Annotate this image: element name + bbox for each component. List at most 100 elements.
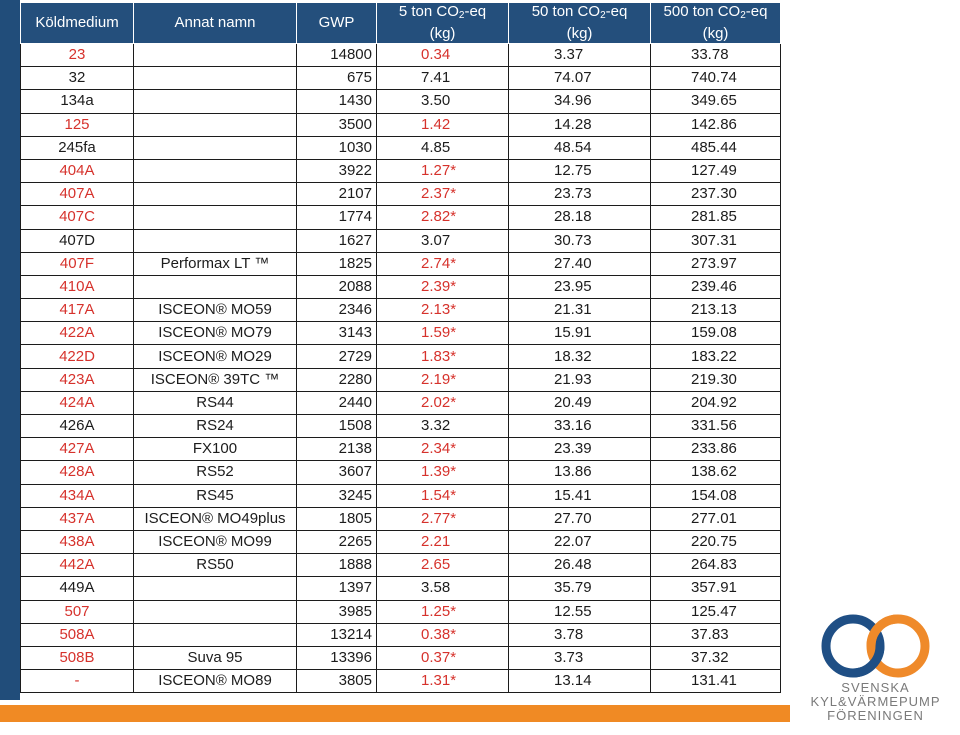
left-accent-bar (0, 0, 20, 700)
table-header: Köldmedium Annat namn GWP 5 ton CO2-eq (… (20, 2, 781, 44)
header-5-ton-pre: 5 ton CO (398, 3, 459, 20)
cell-500-ton: 138.62 (650, 460, 781, 485)
cell-annat-namn: ISCEON® MO49plus (133, 506, 297, 531)
cell-koldmedium: 434A (20, 483, 134, 508)
cell-50-ton: 74.07 (508, 66, 651, 91)
cell-koldmedium: 134a (20, 89, 134, 114)
cell-koldmedium: 23 (20, 42, 134, 68)
table-row: 424A RS44 2440 2.02* 20.49 204.92 (20, 390, 781, 416)
table-row: 404A 3922 1.27* 12.75 127.49 (20, 158, 781, 184)
cell-5-ton: 3.32 (376, 413, 509, 439)
logo-rings-icon (821, 614, 930, 678)
cell-gwp: 3922 (296, 158, 377, 184)
cell-koldmedium: 427A (20, 437, 134, 462)
cell-5-ton: 1.39* (376, 460, 509, 485)
table-row: 437A ISCEON® MO49plus 1805 2.77* 27.70 277.01 (20, 506, 781, 531)
table-row: 428A RS52 3607 1.39* 13.86 138.62 (20, 460, 781, 485)
cell-gwp: 1430 (296, 89, 377, 114)
cell-5-ton: 1.25* (376, 599, 509, 624)
cell-annat-namn: RS45 (133, 483, 297, 508)
cell-gwp: 1774 (296, 205, 377, 230)
table-row: 422A ISCEON® MO79 3143 1.59* 15.91 159.08 (20, 321, 781, 346)
logo-line-1: SVENSKA (841, 680, 910, 695)
header-50-ton-pre: 50 ton CO (531, 3, 601, 20)
cell-koldmedium: 32 (20, 66, 134, 91)
cell-annat-namn (133, 112, 297, 137)
table-row: 23 14800 0.34 3.37 33.78 (20, 42, 781, 68)
cell-500-ton: 204.92 (650, 390, 781, 416)
cell-annat-namn (133, 599, 297, 624)
table-row: 407F Performax LT ™ 1825 2.74* 27.40 273.97 (20, 251, 781, 276)
header-500-ton-unit: (kg) (702, 25, 729, 42)
cell-gwp: 2088 (296, 274, 377, 300)
cell-5-ton: 1.27* (376, 158, 509, 184)
cell-gwp: 14800 (296, 42, 377, 68)
cell-koldmedium: 438A (20, 529, 134, 555)
cell-koldmedium: 508A (20, 622, 134, 647)
cell-50-ton: 26.48 (508, 553, 651, 578)
cell-500-ton: 331.56 (650, 413, 781, 439)
cell-50-ton: 21.93 (508, 367, 651, 392)
cell-500-ton: 37.83 (650, 622, 781, 647)
cell-koldmedium: 507 (20, 599, 134, 624)
cell-koldmedium: 407A (20, 182, 134, 207)
cell-50-ton: 12.75 (508, 158, 651, 184)
cell-50-ton: 23.95 (508, 274, 651, 300)
bottom-accent-bar (0, 705, 790, 722)
cell-annat-namn: ISCEON® MO59 (133, 298, 297, 323)
table-row: 245fa 1030 4.85 48.54 485.44 (20, 135, 781, 160)
cell-koldmedium: 404A (20, 158, 134, 184)
cell-koldmedium: 428A (20, 460, 134, 485)
cell-5-ton: 2.39* (376, 274, 509, 300)
cell-50-ton: 30.73 (508, 228, 651, 253)
cell-gwp: 1508 (296, 413, 377, 439)
cell-500-ton: 125.47 (650, 599, 781, 624)
cell-5-ton: 2.74* (376, 251, 509, 276)
cell-500-ton: 273.97 (650, 251, 781, 276)
cell-annat-namn: ISCEON® MO79 (133, 321, 297, 346)
cell-gwp: 2265 (296, 529, 377, 555)
header-koldmedium: Köldmedium (20, 2, 134, 44)
header-gwp: GWP (296, 2, 377, 44)
cell-gwp: 13214 (296, 622, 377, 647)
cell-annat-namn (133, 228, 297, 253)
cell-500-ton: 237.30 (650, 182, 781, 207)
cell-50-ton: 15.41 (508, 483, 651, 508)
cell-gwp: 1627 (296, 228, 377, 253)
cell-500-ton: 485.44 (650, 135, 781, 160)
header-row: Köldmedium Annat namn GWP 5 ton CO2-eq (… (20, 2, 781, 44)
cell-koldmedium: 424A (20, 390, 134, 416)
cell-500-ton: 127.49 (650, 158, 781, 184)
logo-line-2: KYL&VÄRMEPUMP (810, 694, 941, 709)
cell-500-ton: 131.41 (650, 669, 781, 694)
cell-annat-namn: FX100 (133, 437, 297, 462)
cell-koldmedium: 125 (20, 112, 134, 137)
cell-50-ton: 14.28 (508, 112, 651, 137)
cell-50-ton: 15.91 (508, 321, 651, 346)
cell-gwp: 1805 (296, 506, 377, 531)
cell-annat-namn (133, 622, 297, 647)
cell-koldmedium: 407C (20, 205, 134, 230)
cell-koldmedium: 449A (20, 576, 134, 601)
table-row: 407C 1774 2.82* 28.18 281.85 (20, 205, 781, 230)
cell-annat-namn: RS44 (133, 390, 297, 416)
cell-gwp: 2280 (296, 367, 377, 392)
cell-annat-namn (133, 135, 297, 160)
cell-annat-namn: ISCEON® MO89 (133, 669, 297, 694)
cell-gwp: 3607 (296, 460, 377, 485)
cell-gwp: 3985 (296, 599, 377, 624)
cell-500-ton: 349.65 (650, 89, 781, 114)
cell-500-ton: 239.46 (650, 274, 781, 300)
cell-5-ton: 1.31* (376, 669, 509, 694)
cell-5-ton: 0.38* (376, 622, 509, 647)
cell-koldmedium: 423A (20, 367, 134, 392)
cell-koldmedium: 422A (20, 321, 134, 346)
cell-5-ton: 3.50 (376, 89, 509, 114)
cell-5-ton: 2.37* (376, 182, 509, 207)
cell-5-ton: 4.85 (376, 135, 509, 160)
cell-50-ton: 3.37 (508, 42, 651, 68)
table-row: 438A ISCEON® MO99 2265 2.21 22.07 220.75 (20, 529, 781, 555)
table-row: 134a 1430 3.50 34.96 349.65 (20, 89, 781, 114)
cell-annat-namn (133, 576, 297, 601)
cell-50-ton: 22.07 (508, 529, 651, 555)
